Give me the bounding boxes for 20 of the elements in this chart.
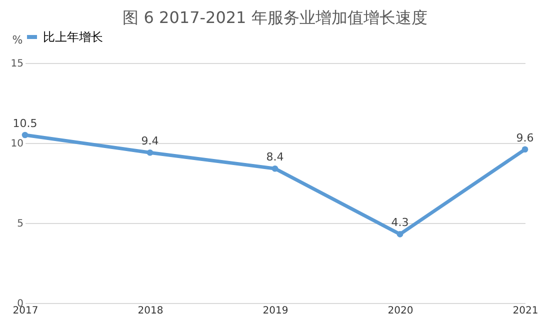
data-label: 8.4: [266, 150, 284, 164]
point: [396, 231, 404, 238]
y-tick-label: 10: [10, 138, 24, 150]
point: [146, 149, 154, 156]
y-tick-label: 5: [17, 218, 24, 230]
point: [22, 132, 28, 138]
y-axis-title: %: [12, 34, 23, 46]
legend-label: 比上年增长: [43, 30, 103, 44]
data-label: 9.6: [516, 131, 534, 144]
x-tick-label: 2020: [388, 306, 414, 316]
data-label: 10.5: [12, 117, 38, 130]
x-tick-label: 2021: [512, 306, 538, 316]
point: [522, 146, 528, 153]
y-tick-label: 15: [10, 58, 24, 70]
data-label: 9.4: [141, 134, 159, 148]
chart-title: 图 6 2017-2021 年服务业增加值增长速度: [122, 8, 428, 27]
data-label: 4.3: [391, 216, 409, 230]
point: [272, 165, 278, 172]
x-tick-label: 2018: [138, 306, 164, 316]
x-tick-label: 2019: [262, 306, 288, 316]
